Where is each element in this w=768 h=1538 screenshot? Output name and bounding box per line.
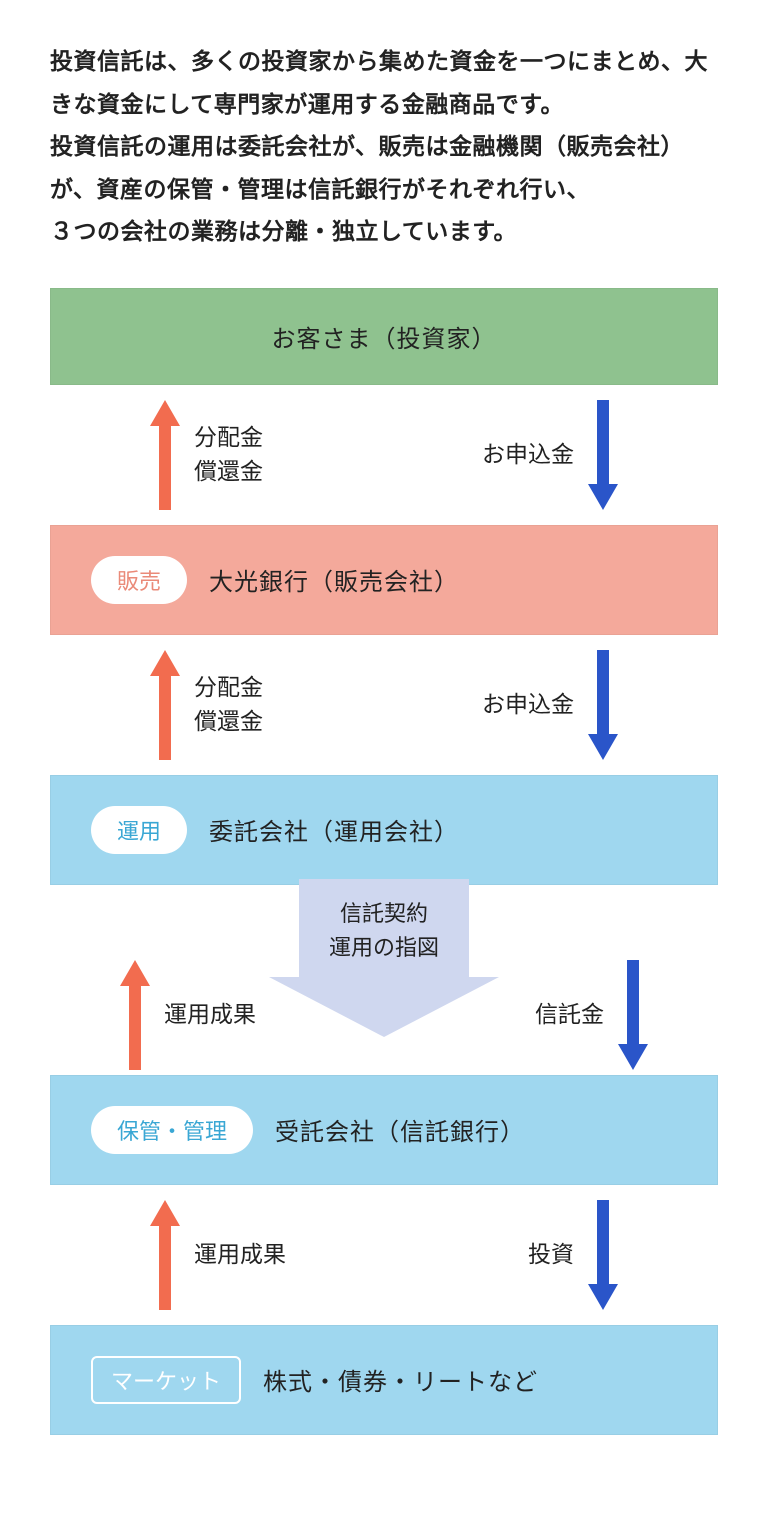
flow-row-1-up-label: 分配金償還金 <box>194 421 263 488</box>
box-trust-label: 受託会社（信託銀行） <box>275 1112 525 1147</box>
arrow-up-icon <box>150 400 180 510</box>
arrow-up-icon <box>150 650 180 760</box>
big-down-arrow: 信託契約運用の指図 <box>269 879 499 1037</box>
box-market-label: 株式・債券・リートなど <box>263 1362 538 1397</box>
big-down-arrow-label: 信託契約運用の指図 <box>299 879 469 977</box>
intro-paragraph: 投資信託は、多くの投資家から集めた資金を一つにまとめ、大きな資金にして専門家が運… <box>50 40 718 253</box>
flow-row-1-up: 分配金償還金 <box>150 400 263 510</box>
box-sales: 販売 大光銀行（販売会社） <box>50 525 718 635</box>
flow-row-1-down-label: お申込金 <box>482 438 574 471</box>
flow-row-2-up: 分配金償還金 <box>150 650 263 760</box>
box-sales-label: 大光銀行（販売会社） <box>209 562 459 597</box>
box-trust: 保管・管理 受託会社（信託銀行） <box>50 1075 718 1185</box>
flow-row-3-down-label: 信託金 <box>535 998 604 1031</box>
flow-row-2-down-label: お申込金 <box>482 688 574 721</box>
flow-row-4-up-label: 運用成果 <box>194 1238 286 1271</box>
flow-row-4-down-label: 投資 <box>528 1238 574 1271</box>
box-market: マーケット 株式・債券・リートなど <box>50 1325 718 1435</box>
flow-row-1-down: お申込金 <box>482 400 618 510</box>
arrow-down-icon <box>588 400 618 510</box>
pill-trust: 保管・管理 <box>91 1106 253 1154</box>
box-investor: お客さま（投資家） <box>50 288 718 385</box>
arrow-up-icon <box>120 960 150 1070</box>
flow-row-3-down: 信託金 <box>535 960 648 1070</box>
box-management: 運用 委託会社（運用会社） <box>50 775 718 885</box>
pill-management: 運用 <box>91 806 187 854</box>
flow-row-3-up-label: 運用成果 <box>164 998 256 1031</box>
flow-row-4-up: 運用成果 <box>150 1200 286 1310</box>
flow-row-1: 分配金償還金 お申込金 <box>50 385 718 525</box>
pill-sales: 販売 <box>91 556 187 604</box>
pill-market: マーケット <box>91 1356 241 1404</box>
flow-row-2-down: お申込金 <box>482 650 618 760</box>
flow-row-2: 分配金償還金 お申込金 <box>50 635 718 775</box>
arrow-up-icon <box>150 1200 180 1310</box>
investment-trust-flow-diagram: お客さま（投資家） 分配金償還金 お申込金 販売 大光銀行（販売会社） 分配金償… <box>50 288 718 1435</box>
box-investor-label: お客さま（投資家） <box>272 319 497 354</box>
flow-row-4-down: 投資 <box>528 1200 618 1310</box>
box-management-label: 委託会社（運用会社） <box>209 812 459 847</box>
big-down-arrow-head-icon <box>269 977 499 1037</box>
flow-row-3: 信託契約運用の指図 運用成果 信託金 <box>50 885 718 1075</box>
arrow-down-icon <box>618 960 648 1070</box>
flow-row-3-up: 運用成果 <box>120 960 256 1070</box>
flow-row-4: 運用成果 投資 <box>50 1185 718 1325</box>
arrow-down-icon <box>588 650 618 760</box>
arrow-down-icon <box>588 1200 618 1310</box>
flow-row-2-up-label: 分配金償還金 <box>194 671 263 738</box>
